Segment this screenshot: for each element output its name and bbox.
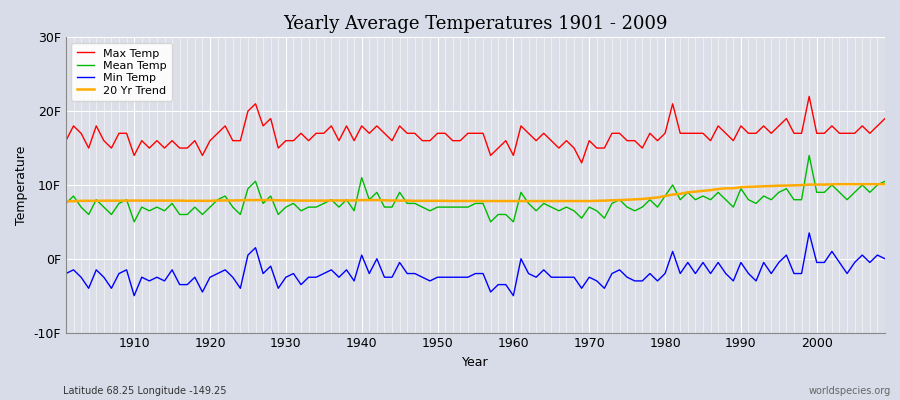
Min Temp [60, 271, 71, 276]
Min Temp [879, 256, 890, 261]
Max Temp [122, 131, 132, 136]
Legend: Max Temp, Mean Temp, Min Temp, 20 Yr Trend: Max Temp, Mean Temp, Min Temp, 20 Yr Tre… [71, 43, 172, 101]
Max Temp [60, 138, 71, 143]
Mean Temp [122, 197, 132, 202]
Line: Min Temp: Min Temp [66, 233, 885, 296]
Min Temp [295, 282, 306, 287]
Title: Yearly Average Temperatures 1901 - 2009: Yearly Average Temperatures 1901 - 2009 [284, 15, 668, 33]
Min Temp [804, 230, 814, 235]
Min Temp [508, 293, 518, 298]
Min Temp [341, 268, 352, 272]
Min Temp [122, 268, 132, 272]
Mean Temp [295, 208, 306, 213]
Max Temp [576, 160, 587, 165]
Mean Temp [60, 201, 71, 206]
Max Temp [804, 94, 814, 99]
Min Temp [129, 293, 140, 298]
Max Temp [334, 138, 345, 143]
Min Temp [516, 256, 526, 261]
Mean Temp [341, 197, 352, 202]
Mean Temp [516, 190, 526, 195]
Mean Temp [804, 153, 814, 158]
Max Temp [879, 116, 890, 121]
Mean Temp [129, 220, 140, 224]
Y-axis label: Temperature: Temperature [15, 145, 28, 225]
20 Yr Trend [508, 199, 518, 204]
20 Yr Trend [500, 199, 511, 204]
20 Yr Trend [288, 198, 299, 203]
X-axis label: Year: Year [462, 356, 489, 369]
20 Yr Trend [834, 182, 845, 187]
Line: Mean Temp: Mean Temp [66, 156, 885, 222]
20 Yr Trend [122, 198, 132, 203]
Text: worldspecies.org: worldspecies.org [809, 386, 891, 396]
Line: 20 Yr Trend: 20 Yr Trend [66, 184, 885, 201]
Line: Max Temp: Max Temp [66, 96, 885, 163]
Mean Temp [879, 179, 890, 184]
Mean Temp [607, 201, 617, 206]
20 Yr Trend [879, 182, 890, 187]
Max Temp [508, 153, 518, 158]
Max Temp [500, 138, 511, 143]
20 Yr Trend [599, 198, 610, 203]
20 Yr Trend [334, 198, 345, 203]
Max Temp [288, 138, 299, 143]
20 Yr Trend [60, 199, 71, 204]
Min Temp [607, 271, 617, 276]
Text: Latitude 68.25 Longitude -149.25: Latitude 68.25 Longitude -149.25 [63, 386, 227, 396]
Max Temp [607, 131, 617, 136]
Mean Temp [508, 220, 518, 224]
